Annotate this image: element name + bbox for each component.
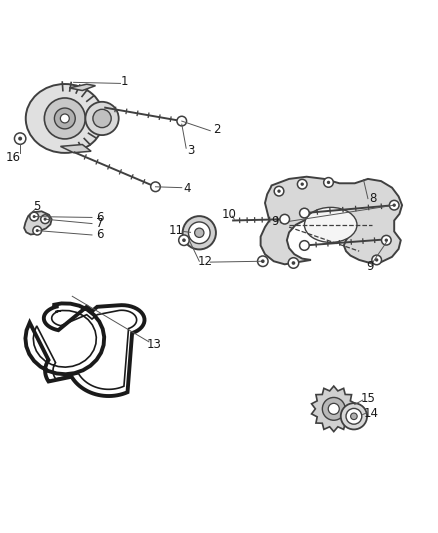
Circle shape <box>151 182 160 191</box>
Circle shape <box>33 226 42 235</box>
Polygon shape <box>60 144 91 153</box>
Polygon shape <box>311 386 356 432</box>
Circle shape <box>183 216 216 249</box>
Circle shape <box>300 241 309 251</box>
Circle shape <box>274 187 284 196</box>
Text: 15: 15 <box>360 392 375 405</box>
Circle shape <box>288 258 299 268</box>
Circle shape <box>300 182 304 186</box>
Circle shape <box>346 408 362 424</box>
Circle shape <box>350 413 357 419</box>
Circle shape <box>300 208 309 218</box>
Circle shape <box>261 260 265 263</box>
Circle shape <box>277 189 281 193</box>
Circle shape <box>30 212 39 221</box>
Circle shape <box>372 255 381 265</box>
Text: 12: 12 <box>198 255 212 268</box>
Text: 16: 16 <box>6 151 21 164</box>
Ellipse shape <box>26 84 104 153</box>
Circle shape <box>392 204 396 207</box>
Circle shape <box>41 215 49 223</box>
Circle shape <box>60 114 69 123</box>
Circle shape <box>32 215 36 218</box>
Text: 9: 9 <box>271 215 279 228</box>
Circle shape <box>44 98 85 139</box>
Circle shape <box>194 228 204 237</box>
Circle shape <box>389 200 399 210</box>
Circle shape <box>258 256 268 266</box>
Circle shape <box>292 261 295 265</box>
Text: 6: 6 <box>96 211 104 224</box>
Text: 10: 10 <box>221 208 236 221</box>
Circle shape <box>341 403 367 430</box>
Text: 7: 7 <box>96 217 104 230</box>
Circle shape <box>280 214 290 224</box>
Text: 9: 9 <box>366 260 374 273</box>
Circle shape <box>179 235 189 246</box>
Text: 8: 8 <box>370 192 377 205</box>
Circle shape <box>14 133 26 144</box>
Circle shape <box>297 179 307 189</box>
Text: 14: 14 <box>364 407 379 419</box>
Text: 2: 2 <box>213 123 221 136</box>
Circle shape <box>381 236 391 245</box>
Text: 3: 3 <box>187 144 194 157</box>
Polygon shape <box>261 177 402 264</box>
Circle shape <box>177 116 187 126</box>
Circle shape <box>375 259 378 262</box>
Circle shape <box>182 238 186 242</box>
Circle shape <box>36 229 39 232</box>
Circle shape <box>43 217 46 221</box>
Text: 6: 6 <box>96 229 104 241</box>
Circle shape <box>327 181 330 184</box>
Text: 13: 13 <box>147 338 162 351</box>
Text: 4: 4 <box>184 182 191 195</box>
Circle shape <box>18 136 22 141</box>
Circle shape <box>54 108 75 129</box>
Ellipse shape <box>304 207 357 243</box>
Circle shape <box>324 177 333 187</box>
Text: 1: 1 <box>121 75 129 88</box>
Circle shape <box>93 109 111 127</box>
Polygon shape <box>24 211 52 235</box>
Circle shape <box>328 403 339 414</box>
Circle shape <box>322 398 345 420</box>
Text: 11: 11 <box>169 224 184 237</box>
Text: 5: 5 <box>33 199 40 213</box>
Polygon shape <box>69 84 95 91</box>
Circle shape <box>85 102 119 135</box>
Circle shape <box>385 239 388 242</box>
Circle shape <box>188 222 210 244</box>
